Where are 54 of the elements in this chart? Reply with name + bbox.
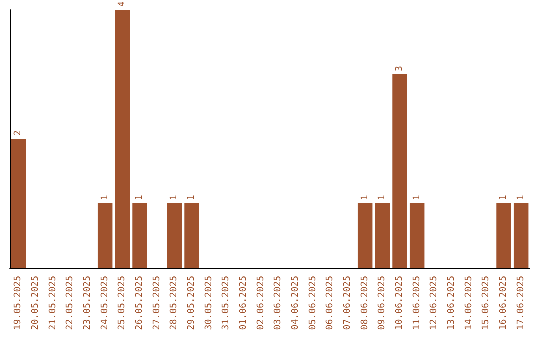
x-tick-label: 04.06.2025 xyxy=(291,276,301,330)
data-label: 1 xyxy=(516,195,526,200)
x-tick-label: 08.06.2025 xyxy=(360,276,370,330)
x-tick-label: 14.06.2025 xyxy=(464,276,474,330)
data-label: 1 xyxy=(100,195,110,200)
x-tick-label: 27.05.2025 xyxy=(152,276,162,330)
x-tick-label: 31.05.2025 xyxy=(222,276,232,330)
bar xyxy=(11,139,26,268)
x-tick-label: 01.06.2025 xyxy=(239,276,249,330)
x-tick-label: 22.05.2025 xyxy=(66,276,76,330)
data-label: 1 xyxy=(360,195,370,200)
x-tick-label: 28.05.2025 xyxy=(170,276,180,330)
data-label: 2 xyxy=(14,130,24,136)
x-tick-label: 26.05.2025 xyxy=(135,276,145,330)
bar xyxy=(167,204,182,268)
x-tick-label: 06.06.2025 xyxy=(326,276,336,330)
x-tick-label: 09.06.2025 xyxy=(378,276,388,330)
x-tick-label: 15.06.2025 xyxy=(482,276,492,330)
bar xyxy=(98,204,113,268)
x-tick-label: 19.05.2025 xyxy=(14,276,24,330)
bar xyxy=(115,10,130,268)
x-tick-label: 23.05.2025 xyxy=(83,276,93,330)
bar xyxy=(184,204,200,268)
data-label: 1 xyxy=(412,195,422,200)
x-tick-label: 05.06.2025 xyxy=(308,276,318,330)
x-tick-label: 07.06.2025 xyxy=(343,276,353,330)
x-tick-label: 10.06.2025 xyxy=(395,276,405,330)
x-tick-label: 16.06.2025 xyxy=(499,276,509,330)
data-label: 3 xyxy=(395,66,405,72)
x-tick-label: 29.05.2025 xyxy=(187,276,197,330)
bar xyxy=(375,204,390,268)
data-label: 1 xyxy=(499,195,509,200)
data-label: 1 xyxy=(135,195,145,200)
data-label: 1 xyxy=(187,195,197,200)
x-tick-label: 11.06.2025 xyxy=(412,276,422,330)
bar xyxy=(392,74,408,268)
bar xyxy=(132,204,148,268)
bar xyxy=(358,204,373,268)
x-tick-label: 12.06.2025 xyxy=(430,276,440,330)
x-tick-label: 17.06.2025 xyxy=(516,276,526,330)
x-tick-label: 20.05.2025 xyxy=(31,276,41,330)
data-label: 4 xyxy=(118,2,128,7)
x-tick-label: 25.05.2025 xyxy=(118,276,128,330)
bar xyxy=(410,204,425,268)
x-tick-label: 13.06.2025 xyxy=(447,276,457,330)
bar xyxy=(514,204,529,268)
x-tick-label: 02.06.2025 xyxy=(256,276,266,330)
x-tick-label: 21.05.2025 xyxy=(48,276,58,330)
data-label: 1 xyxy=(170,195,180,200)
bar xyxy=(496,204,512,268)
data-label: 1 xyxy=(378,195,388,200)
x-tick-label: 03.06.2025 xyxy=(274,276,284,330)
x-tick-label: 24.05.2025 xyxy=(100,276,110,330)
x-tick-label: 30.05.2025 xyxy=(204,276,214,330)
